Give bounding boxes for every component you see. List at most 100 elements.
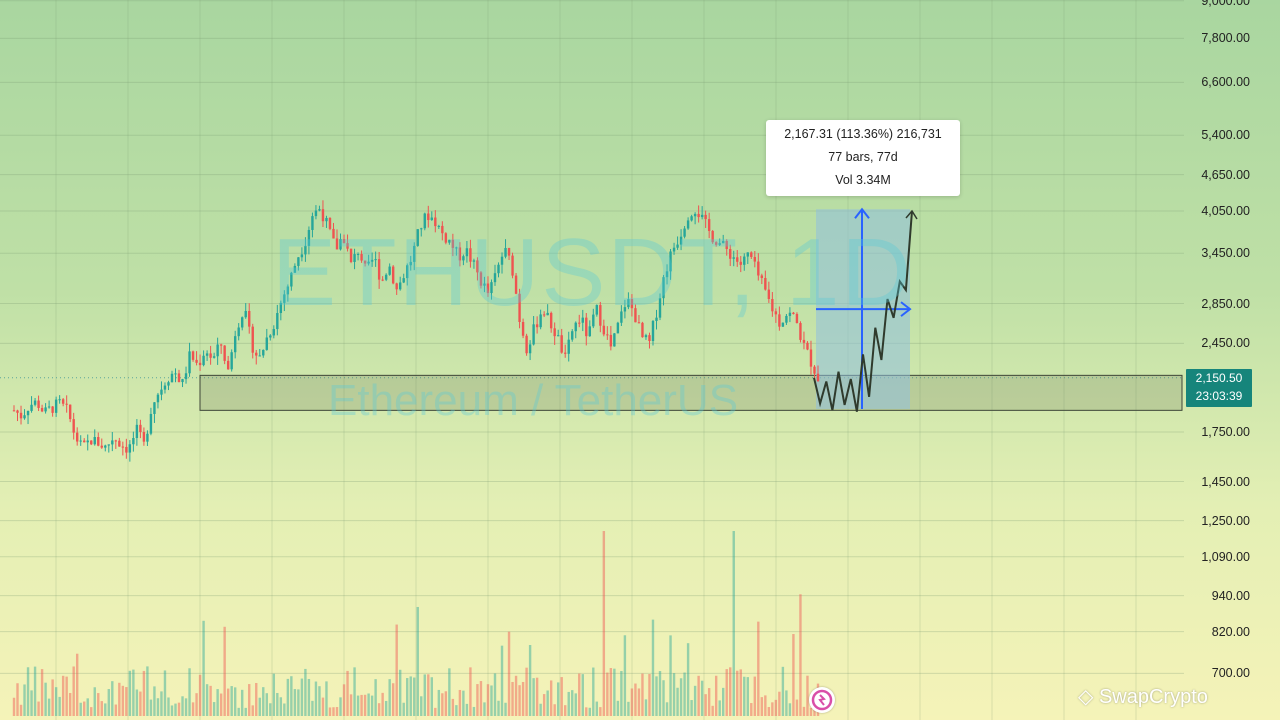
volume-bar xyxy=(135,689,139,716)
candle-body xyxy=(409,261,412,266)
volume-bar xyxy=(399,669,402,716)
volume-bar xyxy=(486,684,490,716)
candle-body xyxy=(697,213,700,218)
candle-body xyxy=(781,322,785,327)
candle-body xyxy=(209,353,212,358)
volume-bar xyxy=(707,688,711,716)
candle-body xyxy=(483,283,486,286)
price-chart[interactable] xyxy=(0,0,1184,720)
candle-body xyxy=(549,312,553,329)
candle-body xyxy=(226,360,230,370)
candle-body xyxy=(434,217,437,227)
volume-bar xyxy=(90,707,93,716)
logo-text: SwapCrypto xyxy=(1098,686,1208,708)
volume-bar xyxy=(578,673,581,716)
candle-body xyxy=(469,248,472,262)
candle-body xyxy=(395,283,398,290)
candle-body xyxy=(311,216,314,230)
y-tick-label: 7,800.00 xyxy=(1201,31,1250,46)
volume-bar xyxy=(799,594,802,716)
y-tick-label: 6,600.00 xyxy=(1201,75,1250,90)
volume-bar xyxy=(729,667,732,716)
volume-bar xyxy=(241,689,244,716)
candle-body xyxy=(160,389,163,395)
volume-bar xyxy=(409,676,412,716)
candle-body xyxy=(602,325,606,335)
candle-body xyxy=(370,259,374,262)
volume-bar xyxy=(216,689,219,716)
candle-body xyxy=(599,305,602,326)
candle-body xyxy=(58,399,61,401)
candle-body xyxy=(714,242,718,245)
candle-body xyxy=(578,322,581,324)
measure-change-text: 2,167.31 (113.36%) 216,731 xyxy=(784,127,942,141)
price-axis[interactable]: 9,000.00 7,800.00 6,600.00 5,400.00 4,650.00… xyxy=(1184,0,1280,720)
candle-body xyxy=(809,349,813,367)
volume-bar xyxy=(156,698,160,716)
candle-body xyxy=(658,298,662,318)
volume-bar xyxy=(279,697,283,716)
volume-bar xyxy=(33,666,37,716)
volume-bar xyxy=(51,679,54,716)
volume-bar xyxy=(585,707,588,716)
volume-bar xyxy=(58,696,61,716)
volume-bar xyxy=(328,707,332,716)
candle-body xyxy=(37,400,40,408)
volume-bar xyxy=(125,687,128,716)
volume-bar xyxy=(458,689,462,716)
candle-body xyxy=(79,440,82,442)
volume-bar xyxy=(237,707,240,716)
volume-bar xyxy=(223,626,226,716)
candle-body xyxy=(416,229,419,246)
candle-body xyxy=(564,352,567,354)
volume-bar xyxy=(356,695,360,716)
candle-body xyxy=(156,394,160,403)
volume-bar xyxy=(75,653,79,716)
candle-body xyxy=(26,410,30,416)
candle-body xyxy=(86,440,89,443)
volume-bar xyxy=(662,680,665,716)
candle-body xyxy=(163,385,167,390)
candle-body xyxy=(297,257,300,266)
candle-body xyxy=(795,313,799,324)
candle-body xyxy=(743,256,746,265)
candle-body xyxy=(328,217,332,229)
candle-body xyxy=(12,410,16,412)
volume-bar xyxy=(423,674,426,716)
candle-body xyxy=(420,228,423,230)
candle-body xyxy=(595,305,599,315)
candle-body xyxy=(760,275,764,278)
candle-body xyxy=(318,209,321,211)
volume-bar xyxy=(472,706,476,716)
candle-body xyxy=(216,344,219,357)
volume-bar xyxy=(732,531,735,716)
volume-bar xyxy=(581,674,584,716)
volume-bar xyxy=(469,667,472,716)
candle-body xyxy=(479,272,483,286)
volume-bar xyxy=(360,694,363,716)
volume-bar xyxy=(195,693,198,716)
candle-body xyxy=(746,252,749,257)
candle-body xyxy=(44,407,47,412)
volume-bar xyxy=(518,685,521,716)
volume-bar xyxy=(739,669,742,716)
volume-bar xyxy=(104,703,107,716)
volume-bar xyxy=(44,682,47,716)
candle-body xyxy=(191,351,195,360)
candle-body xyxy=(353,254,356,262)
candle-body xyxy=(665,271,669,278)
volume-bar xyxy=(676,687,679,716)
volume-bar xyxy=(61,675,65,716)
volume-bar xyxy=(370,695,374,716)
volume-bar xyxy=(209,685,212,716)
volume-bar xyxy=(785,690,788,716)
candle-body xyxy=(325,217,328,222)
candle-body xyxy=(304,245,307,255)
candle-body xyxy=(202,355,205,366)
y-tick-label: 9,000.00 xyxy=(1201,0,1250,8)
volume-bar xyxy=(363,694,367,716)
volume-bar xyxy=(725,669,728,716)
replay-icon[interactable] xyxy=(809,687,835,713)
volume-bar xyxy=(107,689,110,716)
